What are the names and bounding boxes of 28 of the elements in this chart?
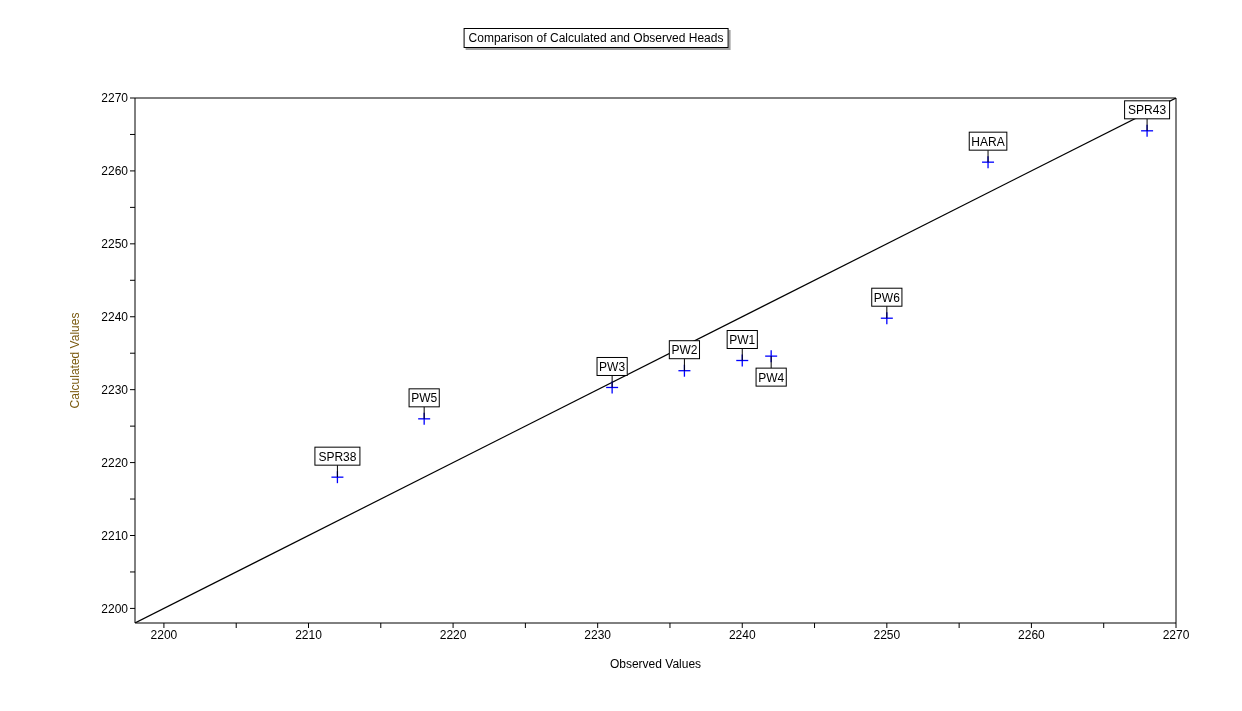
- y-tick-label: 2260: [101, 164, 129, 179]
- annotation: HARA: [971, 134, 1005, 149]
- x-tick-label: 2200: [150, 627, 178, 642]
- chart-title: Comparison of Calculated and Observed Heads: [463, 28, 729, 48]
- x-tick-label: 2250: [873, 627, 901, 642]
- y-tick-label: 2220: [101, 455, 129, 470]
- y-axis-title: Calculated Values: [68, 312, 83, 409]
- annotation: SPR38: [318, 449, 357, 464]
- y-tick-label: 2200: [101, 601, 129, 616]
- x-tick-label: 2240: [728, 627, 756, 642]
- annotation: PW2: [671, 343, 698, 358]
- annotation: PW5: [411, 391, 438, 406]
- y-tick-label: 2270: [101, 91, 129, 106]
- y-tick-label: 2230: [101, 382, 129, 397]
- annotation: SPR43: [1128, 103, 1167, 118]
- y-tick-label: 2250: [101, 237, 129, 252]
- y-tick-label: 2240: [101, 310, 129, 325]
- annotation: PW3: [599, 359, 626, 374]
- y-tick-label: 2210: [101, 528, 129, 543]
- x-axis-title: Observed Values: [609, 657, 702, 671]
- x-tick-label: 2260: [1018, 627, 1046, 642]
- x-tick-label: 2220: [439, 627, 467, 642]
- annotation: PW1: [729, 333, 756, 347]
- x-tick-label: 2210: [295, 627, 323, 642]
- annotation: PW4: [758, 370, 785, 385]
- annotation: PW6: [873, 290, 901, 305]
- x-tick-label: 2270: [1162, 627, 1190, 642]
- x-tick-label: 2230: [584, 627, 612, 642]
